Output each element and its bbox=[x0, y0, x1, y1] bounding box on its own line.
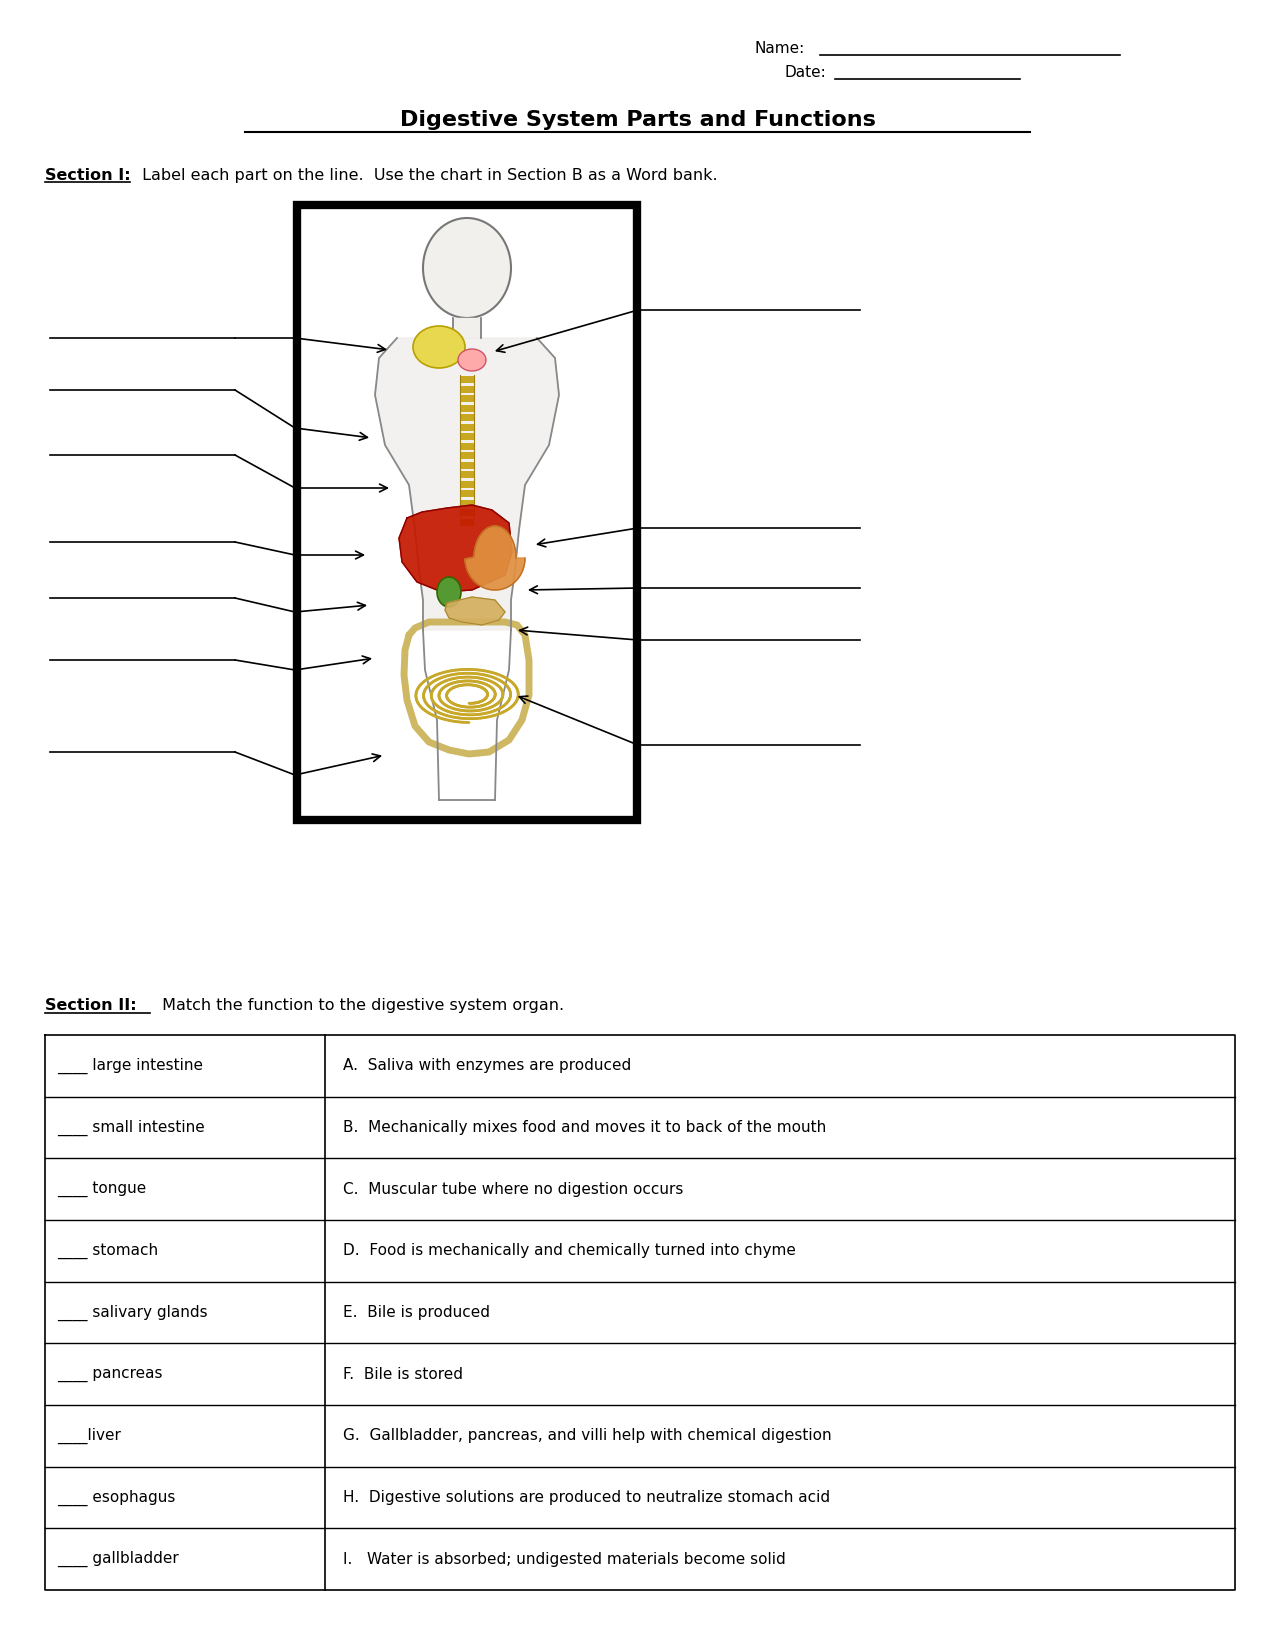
Bar bbox=[460, 509, 474, 517]
Bar bbox=[460, 500, 474, 507]
Text: Section I:: Section I: bbox=[45, 167, 130, 183]
Polygon shape bbox=[465, 527, 525, 589]
Text: I.   Water is absorbed; undigested materials become solid: I. Water is absorbed; undigested materia… bbox=[343, 1552, 785, 1567]
Text: ____liver: ____liver bbox=[57, 1428, 121, 1445]
Bar bbox=[460, 424, 474, 431]
Polygon shape bbox=[399, 505, 513, 593]
Text: A.  Saliva with enzymes are produced: A. Saliva with enzymes are produced bbox=[343, 1058, 631, 1073]
Text: C.  Muscular tube where no digestion occurs: C. Muscular tube where no digestion occu… bbox=[343, 1182, 683, 1197]
Text: G.  Gallbladder, pancreas, and villi help with chemical digestion: G. Gallbladder, pancreas, and villi help… bbox=[343, 1428, 831, 1443]
Text: F.  Bile is stored: F. Bile is stored bbox=[343, 1367, 463, 1382]
Text: Date:: Date: bbox=[785, 64, 826, 79]
Bar bbox=[460, 433, 474, 441]
Text: D.  Food is mechanically and chemically turned into chyme: D. Food is mechanically and chemically t… bbox=[343, 1243, 796, 1258]
Text: Match the function to the digestive system organ.: Match the function to the digestive syst… bbox=[157, 997, 564, 1012]
Bar bbox=[460, 404, 474, 411]
Ellipse shape bbox=[413, 325, 465, 368]
Bar bbox=[460, 442, 474, 449]
Text: Label each part on the line.  Use the chart in Section B as a Word bank.: Label each part on the line. Use the cha… bbox=[136, 167, 718, 183]
Polygon shape bbox=[375, 338, 558, 631]
Text: Digestive System Parts and Functions: Digestive System Parts and Functions bbox=[400, 111, 876, 130]
Bar bbox=[460, 452, 474, 459]
Text: H.  Digestive solutions are produced to neutralize stomach acid: H. Digestive solutions are produced to n… bbox=[343, 1489, 830, 1506]
Bar bbox=[460, 480, 474, 487]
Bar bbox=[460, 395, 474, 401]
Bar bbox=[460, 414, 474, 421]
Bar bbox=[460, 490, 474, 497]
Bar bbox=[297, 205, 638, 821]
Ellipse shape bbox=[423, 218, 511, 319]
Polygon shape bbox=[453, 319, 481, 338]
Text: ____ salivary glands: ____ salivary glands bbox=[57, 1304, 208, 1321]
Text: Section II:: Section II: bbox=[45, 997, 136, 1012]
Bar bbox=[460, 518, 474, 525]
Text: ____ esophagus: ____ esophagus bbox=[57, 1489, 176, 1506]
Text: ____ small intestine: ____ small intestine bbox=[57, 1119, 205, 1136]
Text: B.  Mechanically mixes food and moves it to back of the mouth: B. Mechanically mixes food and moves it … bbox=[343, 1119, 826, 1134]
Text: ____ gallbladder: ____ gallbladder bbox=[57, 1550, 178, 1567]
Ellipse shape bbox=[458, 348, 486, 371]
Text: ____ tongue: ____ tongue bbox=[57, 1182, 147, 1197]
Text: Name:: Name: bbox=[755, 41, 806, 56]
Text: ____ stomach: ____ stomach bbox=[57, 1243, 158, 1260]
Bar bbox=[460, 471, 474, 479]
Bar bbox=[460, 385, 474, 393]
Bar bbox=[460, 462, 474, 469]
Polygon shape bbox=[445, 598, 505, 626]
Text: ____ large intestine: ____ large intestine bbox=[57, 1058, 203, 1073]
Ellipse shape bbox=[437, 576, 462, 608]
Text: E.  Bile is produced: E. Bile is produced bbox=[343, 1304, 490, 1321]
Bar bbox=[460, 376, 474, 383]
Text: ____ pancreas: ____ pancreas bbox=[57, 1367, 162, 1382]
